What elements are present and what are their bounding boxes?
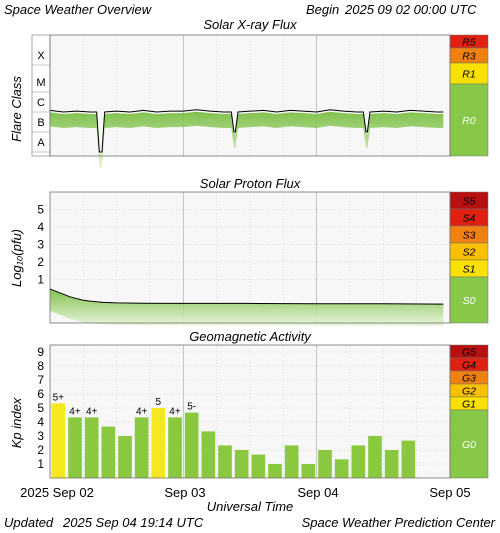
kp-bar (251, 454, 266, 478)
scale-band-label: S3 (463, 230, 476, 242)
kp-bar (51, 403, 66, 478)
x-tick-label: Sep 03 (164, 485, 205, 500)
flare-class-tick: X (37, 50, 45, 62)
updated-time: 2025 Sep 04 19:14 UTC (62, 515, 204, 530)
xray-flux-line (49, 109, 444, 153)
scale-band-label: R5 (462, 37, 476, 49)
kp-bar (334, 459, 349, 478)
geomag-ylabel: Kp index (9, 397, 24, 448)
kp-ytick: 4 (37, 415, 44, 429)
proton-ytick: 3 (37, 237, 44, 251)
swpc-credit: Space Weather Prediction Center (302, 515, 496, 530)
x-tick-label: Sep 04 (297, 485, 338, 500)
scale-band-label: G5 (462, 347, 476, 359)
kp-ytick: 7 (37, 373, 44, 387)
kp-ytick: 8 (37, 359, 44, 373)
kp-bar-label: 5- (187, 402, 196, 413)
kp-bar (168, 417, 182, 478)
plot-border (49, 34, 451, 157)
flare-class-tick: M (36, 77, 45, 89)
scale-band-label: R3 (462, 51, 476, 63)
plot-border (49, 191, 451, 324)
kp-ytick: 6 (37, 387, 44, 401)
kp-bar (118, 436, 132, 478)
kp-bar (101, 426, 116, 478)
kp-bar (201, 431, 216, 478)
kp-bar-label: 4+ (86, 406, 98, 417)
proton-flux-line (49, 288, 444, 305)
kp-bar-label: 4+ (169, 406, 181, 417)
flare-class-tick: B (37, 117, 44, 129)
kp-bar-label: 4+ (136, 406, 148, 417)
geomag-title: Geomagnetic Activity (189, 329, 312, 344)
kp-bar (218, 445, 232, 478)
kp-bar (301, 464, 316, 478)
scale-band-label: S0 (463, 295, 476, 307)
kp-bar (184, 412, 199, 478)
kp-ytick: 1 (37, 457, 44, 471)
proton-ytick: 1 (37, 272, 44, 286)
scale-band-label: G2 (462, 386, 476, 398)
scale-band (449, 276, 489, 324)
kp-bar (151, 408, 166, 478)
proton-panel: 5 4 3 2 1 S5 S4 S3 S2 S1 S0 (37, 191, 489, 327)
scale-band-label: G3 (462, 373, 476, 385)
scale-band-label: G4 (462, 360, 476, 372)
proton-ytick: 5 (37, 202, 44, 216)
x-axis-title: Universal Time (207, 499, 294, 514)
proton-ytick: 4 (37, 220, 44, 234)
scale-band-label: G0 (462, 439, 476, 451)
kp-bar (268, 464, 282, 478)
xray-title: Solar X-ray Flux (203, 17, 297, 32)
kp-bar (351, 445, 366, 478)
kp-bar (368, 436, 382, 478)
proton-flux-band (50, 288, 444, 327)
plot-border (49, 344, 451, 479)
begin-label: Begin (306, 2, 339, 17)
kp-bar-label: 5 (156, 397, 162, 408)
scale-band-label: S5 (463, 196, 476, 208)
kp-ytick: 9 (37, 345, 44, 359)
kp-bar-label: 5+ (53, 392, 65, 403)
kp-bar (68, 417, 82, 478)
kp-bar (401, 440, 416, 478)
kp-bar (234, 450, 249, 478)
scale-band-label: R0 (462, 115, 476, 127)
kp-bar (84, 417, 99, 478)
kp-bar (384, 450, 399, 478)
scale-band-label: G1 (462, 399, 476, 411)
flare-class-tick: C (37, 97, 45, 109)
proton-ylabel: Log₁₀(pfu) (9, 229, 24, 287)
x-tick-label: Sep 05 (429, 485, 470, 500)
scale-band-label: R1 (462, 69, 475, 81)
x-tick-label: 2025 Sep 02 (20, 485, 94, 500)
scale-band-label: S2 (463, 247, 476, 259)
kp-bar (318, 450, 332, 478)
proton-title: Solar Proton Flux (200, 176, 301, 191)
flare-class-tick: A (37, 137, 45, 149)
kp-ytick: 5 (37, 401, 44, 415)
overview-title: Space Weather Overview (4, 2, 153, 17)
xray-ylabel: Flare Class (9, 76, 24, 142)
xray-flux-band (50, 111, 444, 168)
scale-band-label: S4 (463, 213, 476, 225)
kp-ytick: 3 (37, 429, 44, 443)
scale-band-label: S1 (463, 264, 476, 276)
kp-bar (134, 417, 149, 478)
updated-label: Updated (4, 515, 54, 530)
kp-bar (284, 445, 299, 478)
proton-ytick: 2 (37, 255, 44, 269)
begin-time: 2025 09 02 00:00 UTC (344, 2, 477, 17)
kp-bar-label: 4+ (69, 406, 81, 417)
kp-ytick: 2 (37, 443, 44, 457)
